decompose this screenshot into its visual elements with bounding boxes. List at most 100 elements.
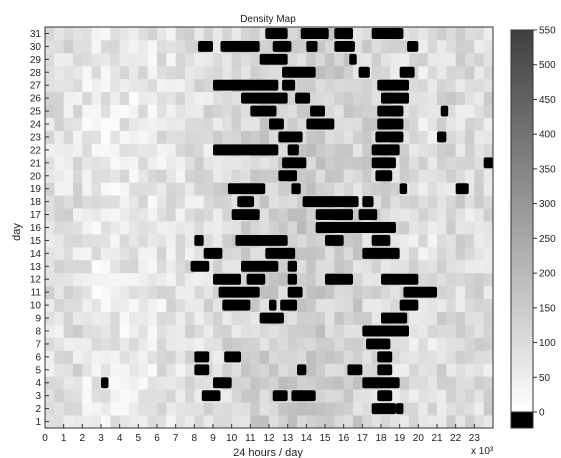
heatmap-cell: [325, 350, 335, 364]
heatmap-cell: [455, 272, 466, 287]
heatmap-dense-cell: [194, 351, 210, 363]
heatmap-cell: [157, 143, 167, 157]
heatmap-cell: [54, 221, 65, 235]
heatmap-dense-cell: [437, 131, 447, 143]
heatmap-cell: [203, 156, 214, 170]
heatmap-cell: [446, 156, 457, 170]
heatmap-cell: [483, 233, 494, 248]
heatmap-cell: [418, 52, 429, 67]
heatmap-cell: [213, 285, 223, 300]
heatmap-cell: [409, 117, 419, 131]
heatmap-cell: [418, 337, 429, 351]
heatmap-cell: [129, 104, 139, 118]
heatmap-cell: [157, 130, 167, 144]
heatmap-cell: [203, 337, 214, 351]
heatmap-cell: [119, 246, 130, 261]
heatmap-cell: [110, 39, 121, 54]
heatmap-cell: [446, 298, 457, 312]
heatmap-cell: [175, 65, 186, 80]
heatmap-cell: [110, 221, 121, 235]
heatmap-cell: [147, 65, 158, 80]
heatmap-cell: [222, 208, 233, 222]
heatmap-cell: [343, 402, 354, 416]
heatmap-cell: [45, 285, 55, 300]
heatmap-cell: [315, 39, 326, 54]
heatmap-cell: [231, 415, 242, 429]
heatmap-cell: [194, 221, 205, 235]
heatmap-cell: [474, 39, 485, 54]
heatmap-cell: [110, 91, 121, 106]
heatmap-cell: [418, 169, 429, 183]
heatmap-cell: [213, 52, 223, 67]
heatmap-cell: [241, 156, 251, 170]
heatmap-cell: [82, 298, 93, 312]
heatmap-cell: [45, 221, 55, 235]
heatmap-dense-cell: [265, 28, 288, 39]
heatmap-cell: [269, 324, 279, 338]
heatmap-cell: [54, 272, 65, 287]
heatmap-cell: [297, 402, 307, 416]
heatmap-cell: [213, 104, 223, 118]
x-tick-label: 11: [245, 433, 256, 444]
heatmap-cell: [315, 324, 326, 338]
heatmap-dense-cell: [213, 144, 279, 156]
heatmap-cell: [399, 27, 410, 41]
heatmap-cell: [54, 169, 65, 183]
heatmap-cell: [119, 169, 130, 183]
heatmap-cell: [437, 39, 447, 54]
heatmap-cell: [343, 311, 354, 325]
heatmap-cell: [446, 78, 457, 93]
colorbar-tick-label: 300: [539, 199, 556, 210]
heatmap-cell: [119, 259, 130, 274]
heatmap-dense-cell: [194, 364, 210, 376]
heatmap-cell: [147, 130, 158, 144]
heatmap-cell: [334, 376, 345, 390]
heatmap-cell: [399, 52, 410, 67]
heatmap-cell: [437, 311, 447, 325]
heatmap-cell: [362, 78, 373, 93]
heatmap-cell: [110, 350, 121, 364]
heatmap-cell: [194, 337, 205, 351]
heatmap-cell: [203, 298, 214, 312]
heatmap-cell: [390, 259, 401, 274]
heatmap-cell: [278, 415, 289, 429]
heatmap-cell: [129, 311, 139, 325]
heatmap-cell: [427, 156, 438, 170]
heatmap-cell: [315, 259, 326, 274]
heatmap-cell: [409, 337, 419, 351]
heatmap-cell: [110, 363, 121, 377]
heatmap-cell: [138, 311, 149, 325]
heatmap-cell: [437, 402, 447, 416]
heatmap-cell: [269, 221, 279, 235]
heatmap-cell: [175, 415, 186, 429]
heatmap-cell: [325, 415, 335, 429]
heatmap-cell: [446, 233, 457, 248]
heatmap-cell: [185, 259, 195, 274]
heatmap-cell: [138, 39, 149, 54]
heatmap-dense-cell: [371, 157, 396, 169]
heatmap-cell: [147, 402, 158, 416]
heatmap-cell: [269, 272, 279, 287]
heatmap-cell: [269, 337, 279, 351]
heatmap-cell: [371, 195, 382, 209]
heatmap-cell: [101, 415, 111, 429]
heatmap-cell: [82, 246, 93, 261]
heatmap-cell: [483, 52, 494, 67]
heatmap-dense-cell: [310, 105, 325, 117]
heatmap-cell: [119, 208, 130, 222]
heatmap-cell: [343, 156, 354, 170]
heatmap-cell: [129, 337, 139, 351]
y-tick-label: 23: [30, 132, 42, 143]
heatmap-cell: [63, 350, 74, 364]
heatmap-cell: [371, 259, 382, 274]
heatmap-cell: [409, 195, 419, 209]
heatmap-cell: [157, 117, 167, 131]
heatmap-cell: [110, 246, 121, 261]
heatmap-cell: [409, 402, 419, 416]
heatmap-dense-cell: [282, 157, 307, 169]
heatmap-cell: [371, 272, 382, 287]
heatmap-cell: [82, 389, 93, 403]
heatmap-cell: [362, 182, 373, 196]
heatmap-cell: [465, 324, 475, 338]
heatmap-cell: [278, 376, 289, 390]
